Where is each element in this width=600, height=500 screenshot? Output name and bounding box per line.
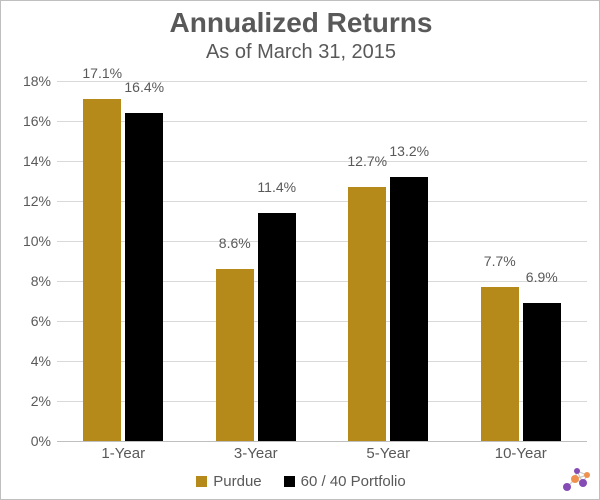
y-axis-tick-label: 4%	[3, 353, 51, 369]
bar-60-40-portfolio	[125, 113, 163, 441]
bar-value-label: 16.4%	[114, 79, 174, 95]
bar-60-40-portfolio	[258, 213, 296, 441]
y-axis-tick-label: 14%	[3, 153, 51, 169]
legend-item-purdue: Purdue	[196, 473, 261, 490]
chart-title: Annualized Returns	[1, 7, 600, 39]
watermark-icon	[557, 465, 591, 493]
legend-label-6040: 60 / 40 Portfolio	[301, 473, 406, 490]
bar-60-40-portfolio	[523, 303, 561, 441]
x-axis-category-label: 3-Year	[234, 445, 278, 462]
y-axis-tick-label: 6%	[3, 313, 51, 329]
legend: Purdue 60 / 40 Portfolio	[1, 473, 600, 490]
bar-purdue	[216, 269, 254, 441]
y-axis-tick-label: 8%	[3, 273, 51, 289]
bar-purdue	[481, 287, 519, 441]
y-axis-tick-label: 18%	[3, 73, 51, 89]
bar-value-label: 6.9%	[512, 269, 572, 285]
y-axis-tick-label: 16%	[3, 113, 51, 129]
y-axis-tick-label: 0%	[3, 433, 51, 449]
y-axis-tick-label: 2%	[3, 393, 51, 409]
legend-label-purdue: Purdue	[213, 473, 261, 490]
legend-item-6040: 60 / 40 Portfolio	[284, 473, 406, 490]
bar-purdue	[83, 99, 121, 441]
plot-area: 17.1%16.4%8.6%11.4%12.7%13.2%7.7%6.9%	[57, 81, 587, 441]
bar-value-label: 7.7%	[470, 253, 530, 269]
chart-frame: Annualized Returns As of March 31, 2015 …	[0, 0, 600, 500]
bar-purdue	[348, 187, 386, 441]
bar-value-label: 11.4%	[247, 179, 307, 195]
y-axis-tick-label: 12%	[3, 193, 51, 209]
x-axis-category-label: 10-Year	[495, 445, 547, 462]
x-axis-category-label: 1-Year	[101, 445, 145, 462]
grid-line	[57, 441, 587, 442]
bar-value-label: 8.6%	[205, 235, 265, 251]
legend-swatch-purdue	[196, 476, 207, 487]
y-axis-tick-label: 10%	[3, 233, 51, 249]
x-axis-category-label: 5-Year	[366, 445, 410, 462]
bar-value-label: 13.2%	[379, 143, 439, 159]
chart-subtitle: As of March 31, 2015	[1, 41, 600, 64]
bar-60-40-portfolio	[390, 177, 428, 441]
legend-swatch-6040	[284, 476, 295, 487]
